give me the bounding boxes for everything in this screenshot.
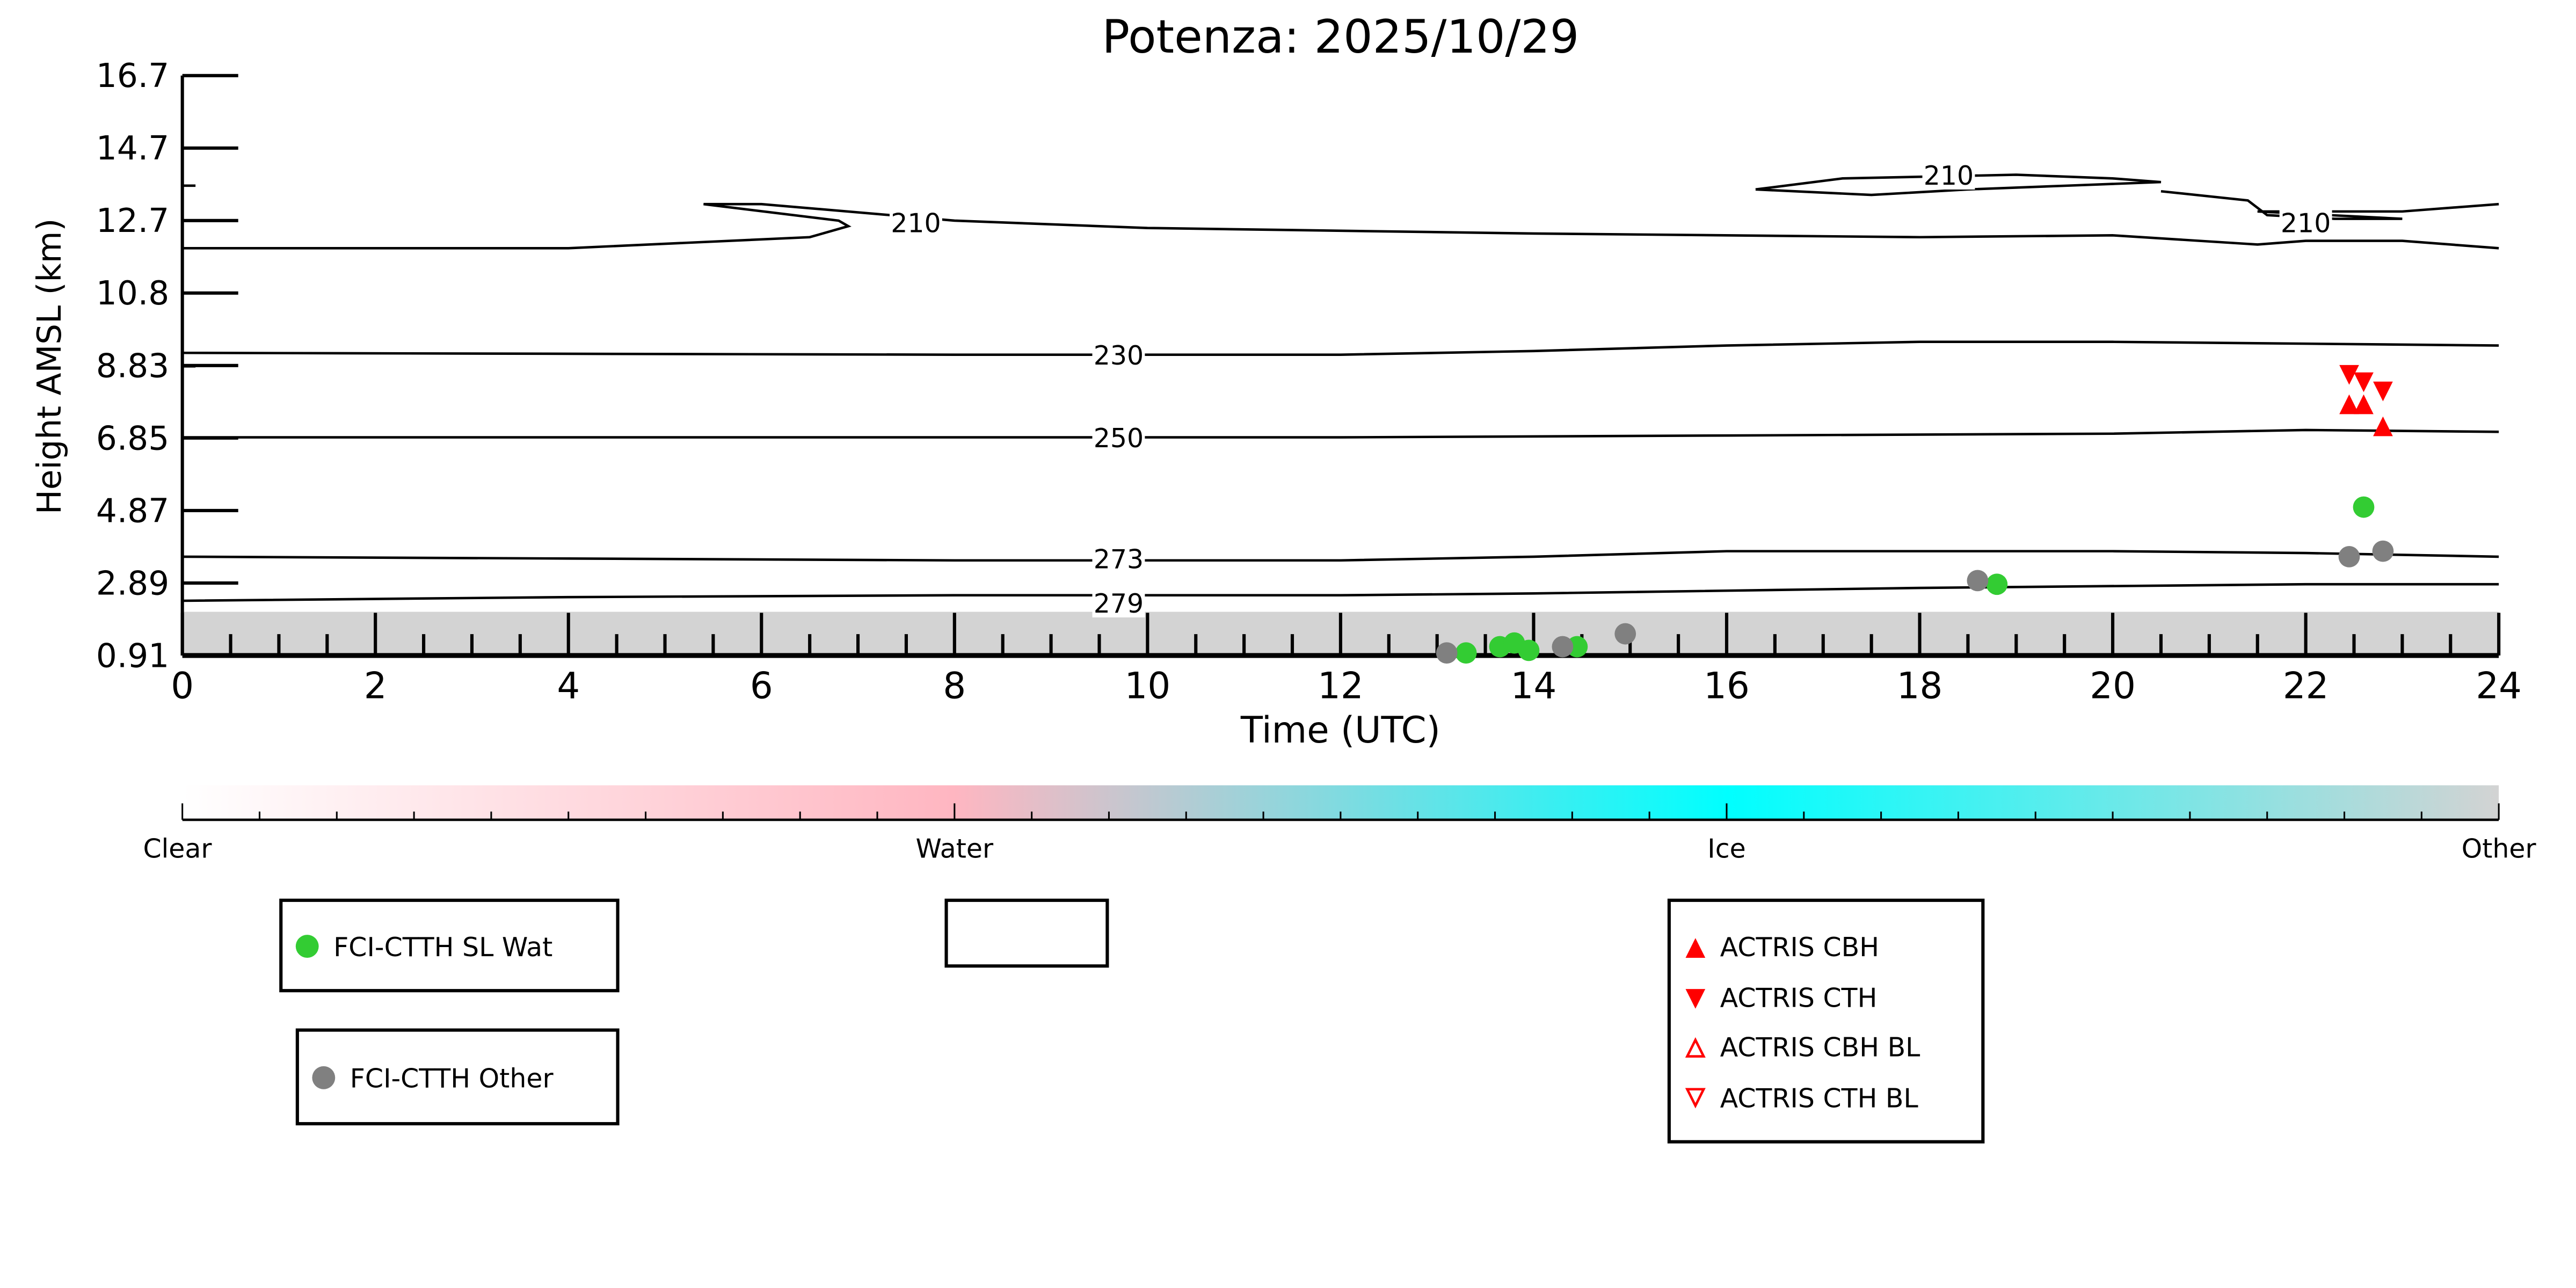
y-tick-label: 2.89 [96,564,169,602]
y-tick-label: 4.87 [96,492,169,530]
legend-fci-other: FCI-CTTH Other [295,1028,620,1126]
x-tick-label: 14 [1511,665,1557,707]
contour-label-bg [1092,543,1145,573]
legend-fci-sl-wat: FCI-CTTH SL Wat [279,898,620,993]
data-point [1455,642,1477,664]
legend-label: ACTRIS CBH [1720,932,1879,963]
contour-label: 210 [2281,208,2331,239]
y-tick-label: 14.7 [96,129,169,168]
contour-line [182,428,2499,439]
contour-label: 230 [1094,340,1144,371]
data-point-cbh [2373,416,2393,436]
contour-label-bg [889,207,942,237]
triangle-down-open-icon [1685,1088,1706,1109]
data-point [2372,540,2394,562]
data-point-cth [2339,365,2359,385]
contour-line [182,202,2499,250]
legend-label: ACTRIS CTH BL [1720,1083,1918,1114]
colorbar-label-clear: Clear [143,833,212,864]
x-tick-label: 8 [943,665,966,707]
contour-label: 210 [891,208,941,239]
colorbar-label-other: Other [2462,833,2537,864]
x-tick-label: 18 [1897,665,1943,707]
y-axis-label: Height AMSL (km) [31,219,69,515]
x-tick-label: 22 [2283,665,2329,707]
x-tick-label: 2 [364,665,387,707]
triangle-up-open-icon [1685,1037,1706,1058]
triangle-down-icon [1685,989,1706,1009]
data-point [1518,639,1540,661]
data-point [1552,636,1574,658]
legend-marker-gray-circle [312,1066,336,1089]
contour-line [182,340,2499,356]
chart-title: Potenza: 2025/10/29 [1102,10,1580,64]
y-tick-label: 12.7 [96,202,169,240]
colorbar: Clear Water Ice Other [143,785,2537,864]
contour-line [182,550,2499,562]
data-point [2338,546,2360,567]
contour-label-bg [1922,159,1975,190]
colorbar-label-water: Water [915,833,994,864]
data-point-cbh [2354,394,2374,414]
legend-label: ACTRIS CTH [1720,983,1878,1014]
data-point [1614,623,1636,645]
x-tick-label: 24 [2476,665,2522,707]
contour-label-bg [2279,207,2332,237]
y-tick-label: 10.8 [96,274,169,312]
contour-line [2160,190,2499,220]
legend-label: ACTRIS CBH BL [1720,1032,1920,1063]
data-point [1436,642,1458,664]
data-point [1967,570,1989,592]
legend-empty [944,898,1109,968]
data-point-cbh [2339,394,2359,414]
x-tick-label: 4 [557,665,580,707]
plot-area: 2102102102302502732790.912.894.876.858.8… [96,57,2522,707]
x-axis-label: Time (UTC) [1240,709,1440,751]
contour-label-bg [1092,587,1145,617]
y-tick-label: 16.7 [96,57,169,95]
contour-label-bg [1092,423,1145,453]
x-tick-label: 16 [1704,665,1750,707]
contour-label: 273 [1094,544,1144,575]
data-point [1986,573,2008,595]
x-tick-label: 12 [1318,665,1364,707]
contour-label: 210 [1924,161,1974,191]
y-tick-label: 8.83 [96,347,169,385]
y-tick-label: 0.91 [96,637,169,675]
legend-marker-green-circle [295,935,319,958]
x-tick-label: 6 [750,665,773,707]
contour-line [182,583,2499,602]
legend-label: FCI-CTTH Other [350,1064,554,1094]
x-tick-label: 20 [2090,665,2136,707]
legend-label: FCI-CTTH SL Wat [333,932,552,963]
x-tick-label: 10 [1125,665,1171,707]
contour-label-bg [1092,340,1145,370]
data-point [2353,496,2375,518]
x-tick-label: 0 [171,665,194,707]
data-point-cth [2354,372,2374,392]
triangle-up-icon [1685,938,1706,958]
data-point-cth [2373,381,2393,402]
contour-label: 279 [1094,588,1144,619]
legend-actris: ACTRIS CBH ACTRIS CTH ACTRIS CBH BL ACTR… [1667,898,1985,1144]
colorbar-label-ice: Ice [1707,833,1745,864]
contour-label: 250 [1094,423,1144,454]
y-tick-label: 6.85 [96,419,169,457]
contour-line [1755,173,2162,197]
